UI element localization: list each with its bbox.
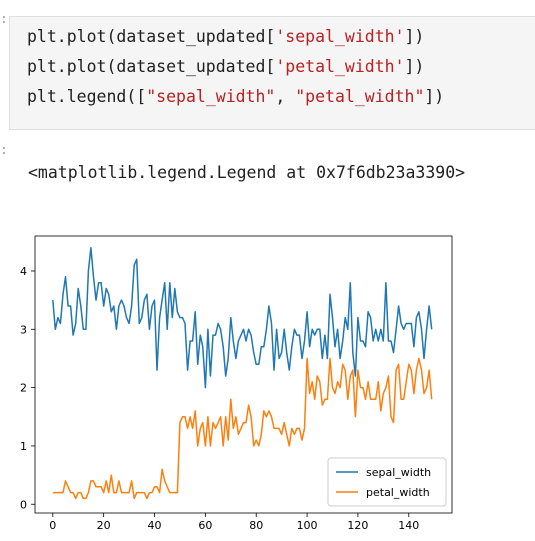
string-literal: "petal_width" xyxy=(295,87,425,106)
y-tick-label: 2 xyxy=(20,382,27,395)
code-text: , xyxy=(275,87,296,106)
y-tick-label: 3 xyxy=(20,323,27,336)
code-text: ]) xyxy=(404,27,425,46)
x-tick-label: 60 xyxy=(198,519,212,532)
series-line-sepal-width xyxy=(52,246,433,389)
output-text: <matplotlib.legend.Legend at 0x7f6db23a3… xyxy=(28,163,466,182)
code-line-3: plt.legend(["sepal_width", "petal_width"… xyxy=(27,87,444,106)
string-literal: 'petal_width' xyxy=(275,57,405,76)
code-text: plt.legend([ xyxy=(27,87,147,106)
x-tick-label: 0 xyxy=(49,519,56,532)
code-text: ]) xyxy=(424,87,445,106)
x-tick-label: 40 xyxy=(148,519,162,532)
code-text: ]) xyxy=(404,57,425,76)
code-text: plt.plot(dataset_updated[ xyxy=(27,57,276,76)
code-text: plt.plot(dataset_updated[ xyxy=(27,27,276,46)
legend-label: sepal_width xyxy=(366,466,431,479)
code-cell[interactable]: plt.plot(dataset_updated['sepal_width'])… xyxy=(9,16,535,130)
code-line-2: plt.plot(dataset_updated['petal_width']) xyxy=(27,57,424,76)
series-line-petal-width xyxy=(52,357,433,500)
y-tick-label: 0 xyxy=(20,498,27,511)
x-tick-label: 120 xyxy=(347,519,368,532)
string-literal: 'sepal_width' xyxy=(275,27,405,46)
legend-box xyxy=(327,457,447,507)
x-tick-label: 20 xyxy=(97,519,111,532)
y-tick-label: 4 xyxy=(20,265,27,278)
x-tick-label: 80 xyxy=(249,519,263,532)
y-tick-label: 1 xyxy=(20,440,27,453)
x-tick-label: 140 xyxy=(398,519,419,532)
output-prompt: : xyxy=(0,143,8,158)
string-literal: "sepal_width" xyxy=(146,87,276,106)
legend-label: petal_width xyxy=(366,486,430,499)
x-tick-label: 100 xyxy=(297,519,318,532)
plot-frame xyxy=(34,235,453,514)
input-prompt: : xyxy=(0,12,8,27)
code-line-1: plt.plot(dataset_updated['sepal_width']) xyxy=(27,27,424,46)
